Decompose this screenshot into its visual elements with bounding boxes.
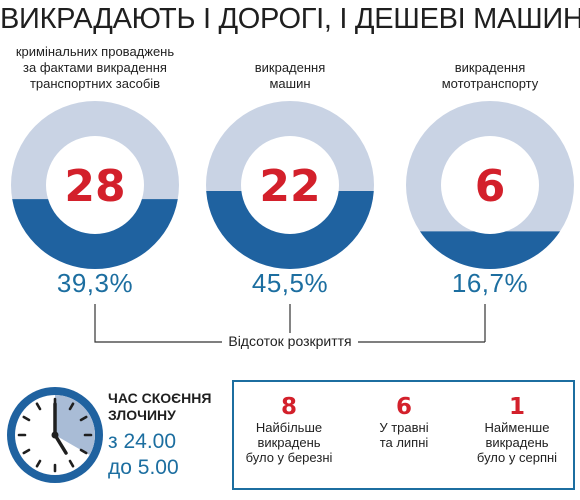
stat-fewest-thefts: 1 Найменше викрадень було у серпні	[462, 394, 572, 465]
stat-text: У травні	[379, 420, 429, 435]
clock-sector	[55, 395, 95, 455]
caption-line: машин	[269, 76, 311, 91]
clock-icon	[7, 387, 103, 483]
donut-caption-criminal-cases: кримінальних проваджень за фактами викра…	[0, 44, 190, 92]
time-range-line: до 5.00	[108, 456, 179, 479]
axis-label: Відсоток розкриття	[222, 333, 358, 349]
donut-hole	[46, 136, 144, 234]
page-title: ВИКРАДАЮТЬ І ДОРОГІ, І ДЕШЕВІ МАШИНИ	[0, 3, 580, 35]
stat-number: 1	[508, 394, 525, 420]
time-title-line: ЗЛОЧИНУ	[108, 407, 176, 423]
crime-time-range: з 24.00 до 5.00	[108, 429, 179, 481]
clock-hour-hand	[53, 433, 68, 455]
solve-rate-bracket	[94, 304, 486, 343]
stat-text: викрадень	[257, 435, 321, 450]
donut-caption-moto: викрадення мототранспорту	[395, 60, 580, 92]
donut-count: 22	[259, 161, 320, 212]
donut-moto: 6	[405, 100, 575, 270]
donut-count: 6	[475, 161, 506, 212]
stat-number: 8	[280, 394, 297, 420]
solve-rate-label: 16,7%	[451, 268, 529, 298]
monthly-stats-box: 8 Найбільше викрадень було у березні 6 У…	[232, 380, 575, 490]
time-title-line: ЧАС СКОЄННЯ	[108, 390, 212, 406]
solve-rate-caption: Відсоток розкриття	[0, 333, 580, 349]
donut-cars: 22	[205, 100, 375, 270]
caption-line: мототранспорту	[441, 76, 539, 91]
stat-most-thefts: 8 Найбільше викрадень було у березні	[234, 394, 344, 465]
donut-solved-fill	[419, 231, 561, 269]
stat-number: 6	[395, 394, 412, 420]
stat-text: та липні	[379, 435, 429, 450]
donut-hole	[241, 136, 339, 234]
stat-text: викрадень	[485, 435, 549, 450]
stat-text: Найменше	[484, 420, 550, 435]
caption-line: кримінальних проваджень	[15, 44, 175, 59]
solve-rate-label: 39,3%	[56, 268, 134, 298]
stat-text: було у березні	[245, 450, 333, 465]
donut-criminal-cases: 28	[10, 100, 180, 270]
caption-line: викрадення	[254, 60, 326, 75]
donut-caption-cars: викрадення машин	[195, 60, 385, 92]
caption-line: за фактами викрадення	[23, 60, 167, 75]
stat-may-july: 6 У травні та липні	[349, 394, 459, 450]
solve-rate-label: 45,5%	[251, 268, 329, 298]
caption-line: транспортних засобів	[29, 76, 161, 91]
donut-solved-fill	[12, 199, 178, 270]
time-range-line: з 24.00	[108, 430, 177, 453]
stat-text: було у серпні	[476, 450, 558, 465]
crime-time-title: ЧАС СКОЄННЯ ЗЛОЧИНУ	[108, 390, 211, 424]
donut-hole	[441, 136, 539, 234]
stat-text: Найбільше	[255, 420, 323, 435]
donut-count: 28	[64, 161, 125, 212]
caption-line: викрадення	[454, 60, 526, 75]
